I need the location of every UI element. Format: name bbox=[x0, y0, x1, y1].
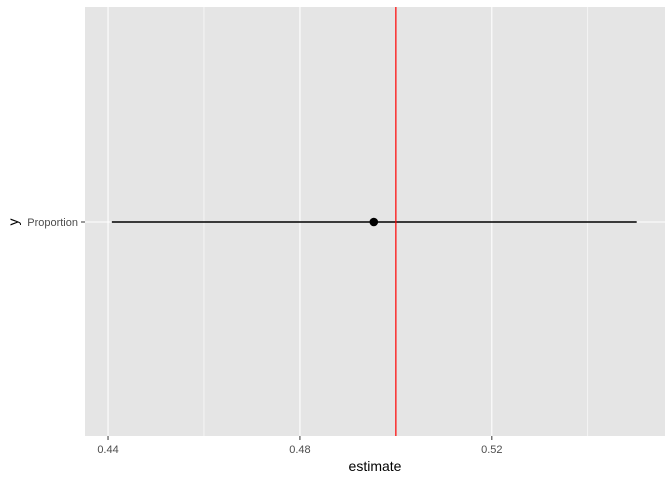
y-tick-label: Proportion bbox=[27, 217, 78, 229]
estimate-point bbox=[369, 217, 379, 227]
x-axis-title: estimate bbox=[349, 458, 402, 474]
x-tick-label: 0.48 bbox=[289, 444, 310, 456]
x-tick-label: 0.44 bbox=[97, 444, 118, 456]
y-axis-title: y bbox=[5, 219, 21, 226]
x-tick-label: 0.52 bbox=[481, 444, 502, 456]
